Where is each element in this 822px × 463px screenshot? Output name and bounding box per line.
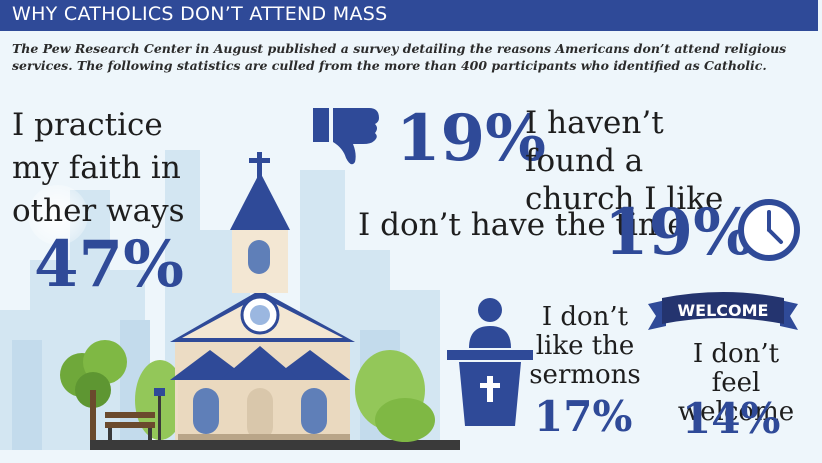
sermons-percent: 17%	[534, 392, 633, 441]
welcome-banner-icon: WELCOME	[648, 292, 798, 330]
church-percent: 19%	[396, 101, 546, 176]
practice-percent: 47%	[34, 227, 184, 302]
welcome-percent: 14%	[682, 394, 781, 443]
clock-icon	[738, 199, 800, 261]
practice-label: I practice my faith in other ways	[12, 107, 185, 229]
sun-glow	[28, 185, 88, 245]
page-title: WHY CATHOLICS DON’T ATTEND MASS	[12, 3, 388, 25]
sermons-label: I don’t like the sermons	[529, 302, 641, 390]
header-bar	[0, 0, 818, 31]
church-illustration	[60, 152, 460, 450]
church-label: I haven’t found a church I like	[525, 105, 724, 217]
welcome-label: I don’t feel welcome	[677, 339, 795, 427]
time-percent: 19%	[604, 195, 754, 270]
welcome-banner-text: WELCOME	[678, 301, 769, 320]
thumbs-down-icon	[313, 108, 379, 165]
time-label: I don’t have the time	[358, 207, 686, 243]
pulpit-icon	[447, 298, 533, 426]
intro-text: The Pew Research Center in August publis…	[12, 41, 787, 73]
